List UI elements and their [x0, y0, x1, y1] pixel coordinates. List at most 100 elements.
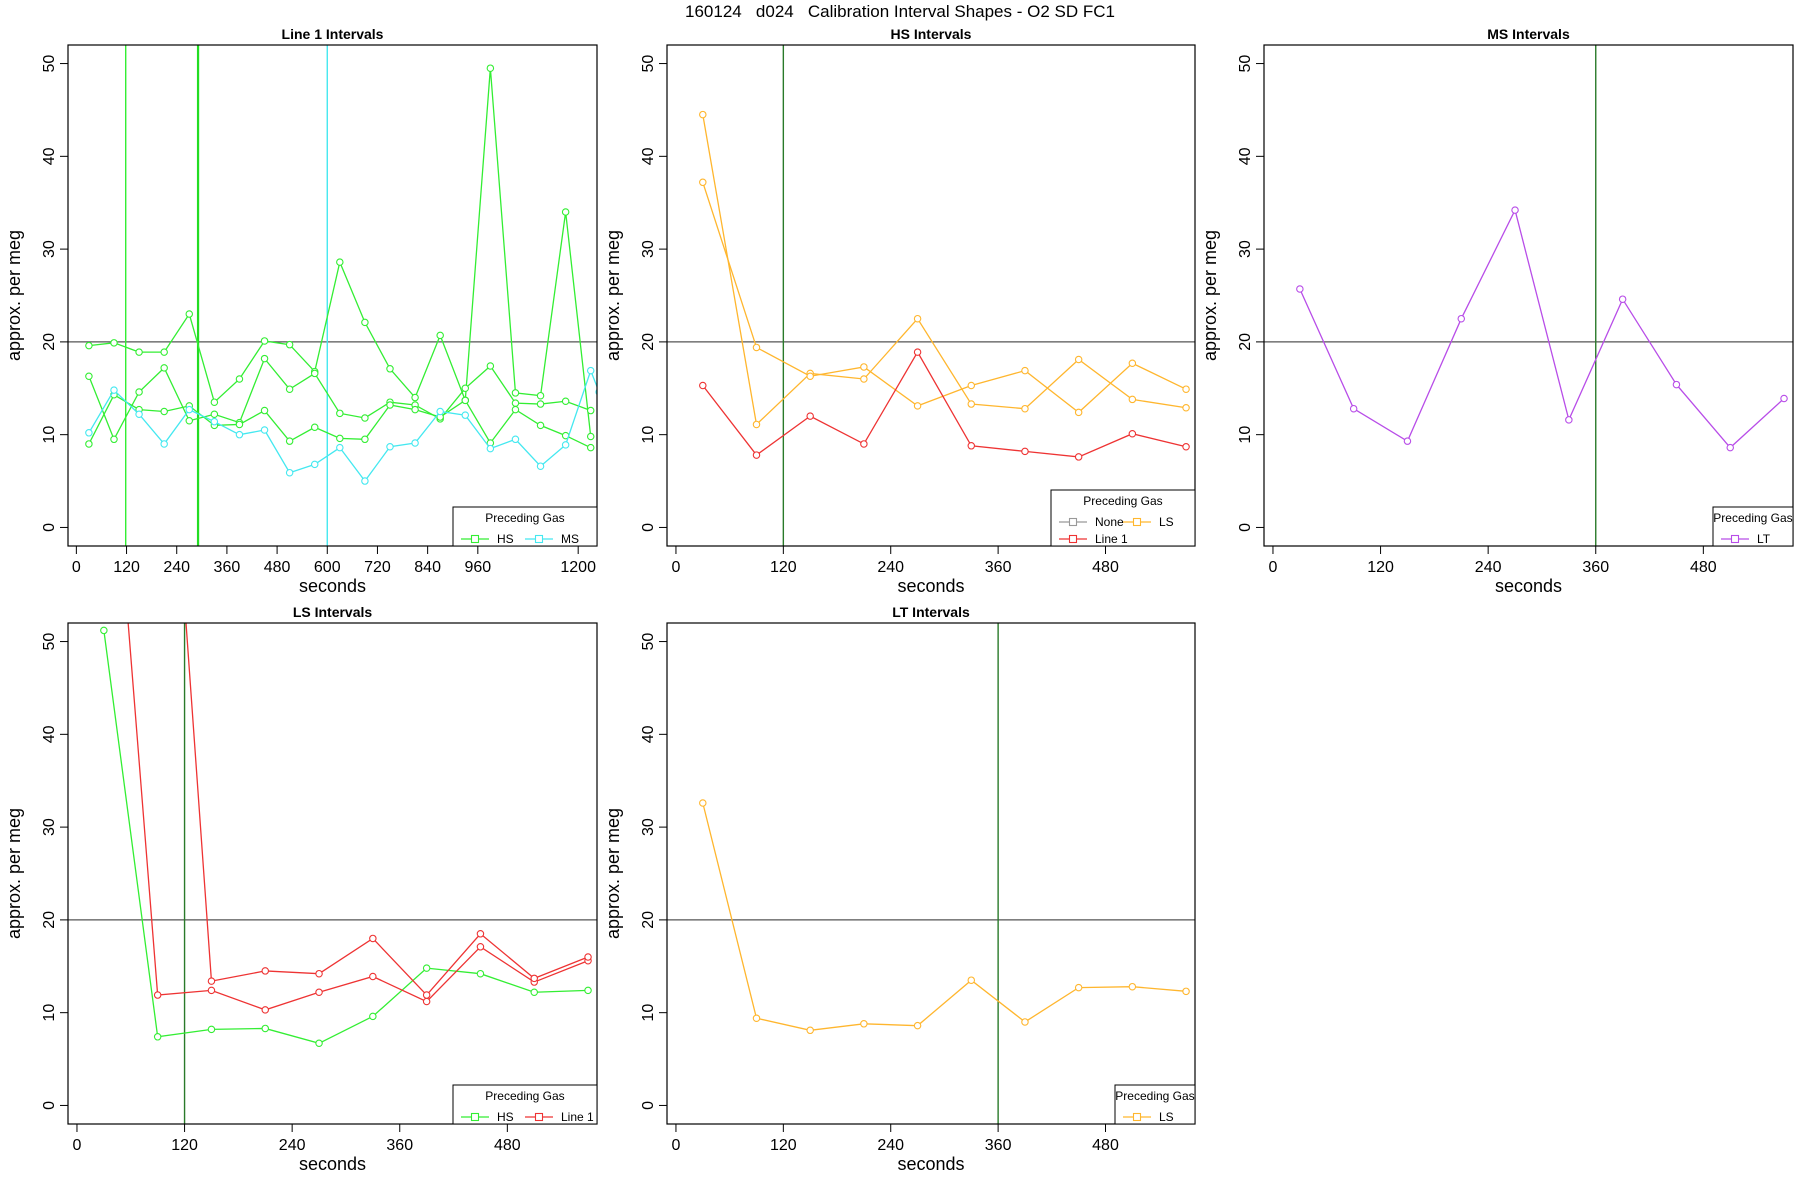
data-point: [85, 440, 93, 448]
legend-title: Preceding Gas: [485, 1089, 564, 1103]
y-tick-label: 20: [640, 911, 657, 929]
panel-4: LS Intervals 0 120 240 360 480 0 10 20 30 40 50 seco…: [4, 604, 598, 1174]
data-point: [110, 339, 118, 347]
data-point: [586, 406, 595, 415]
y-tick-label: 40: [640, 725, 657, 743]
data-point: [967, 442, 976, 450]
y-tick-label: 30: [41, 818, 58, 836]
data-point: [315, 1039, 323, 1048]
x-axis-label: seconds: [1495, 576, 1562, 596]
data-point: [561, 441, 570, 449]
data-point: [436, 331, 444, 340]
panel-title: HS Intervals: [891, 26, 972, 42]
data-point: [511, 435, 520, 444]
x-axis-label: seconds: [897, 576, 964, 596]
data-point: [310, 369, 319, 378]
data-point: [699, 178, 707, 187]
x-axis-label: seconds: [299, 576, 366, 596]
data-point: [1074, 453, 1083, 461]
data-point: [584, 953, 592, 961]
series-line-ls: [702, 802, 1187, 1031]
data-point: [100, 626, 108, 635]
data-point: [185, 310, 194, 318]
data-point: [361, 477, 369, 485]
data-point: [369, 934, 377, 943]
data-point: [436, 407, 444, 416]
data-point: [461, 396, 470, 405]
legend-label: Line 1: [1095, 532, 1128, 546]
y-tick-label: 0: [640, 1101, 657, 1110]
data-point: [207, 977, 216, 985]
y-tick-label: 10: [1237, 426, 1254, 444]
data-point: [361, 414, 369, 422]
data-point: [285, 437, 294, 445]
legend-label: MS: [561, 532, 579, 546]
y-tick-label: 10: [41, 1004, 58, 1022]
y-axis-label: approx. per meg: [4, 808, 24, 939]
data-point: [967, 976, 976, 984]
plot-frame: [666, 622, 1196, 1125]
legend-label: HS: [497, 532, 514, 546]
data-point: [913, 314, 922, 323]
data-point: [1128, 982, 1137, 991]
data-point: [584, 986, 592, 995]
series-line-ls: [702, 114, 1187, 426]
data-point: [1128, 429, 1137, 438]
data-point: [860, 1020, 868, 1028]
data-point: [207, 1025, 216, 1034]
data-point: [1074, 408, 1083, 417]
y-tick-label: 20: [41, 911, 58, 929]
data-point: [1021, 404, 1029, 413]
data-point: [511, 405, 520, 414]
x-tick-label: 1200: [560, 559, 596, 576]
series-line-ms: [88, 368, 597, 483]
data-point: [536, 391, 545, 400]
x-tick-label: 720: [364, 559, 391, 576]
data-point: [386, 401, 394, 409]
y-tick-label: 40: [640, 147, 657, 165]
data-point: [536, 462, 545, 470]
y-tick-label: 10: [640, 426, 657, 444]
y-tick-label: 40: [1237, 147, 1254, 165]
data-point: [260, 354, 269, 363]
data-point: [511, 399, 520, 407]
x-tick-label: 360: [985, 1137, 1012, 1154]
data-point: [536, 421, 545, 430]
y-tick-label: 20: [41, 333, 58, 351]
data-point: [386, 442, 394, 451]
data-point: [752, 1014, 761, 1022]
data-point: [1182, 385, 1190, 393]
data-point: [85, 372, 93, 380]
data-point: [260, 426, 269, 434]
data-point: [235, 430, 244, 439]
data-point: [135, 348, 143, 356]
data-point: [261, 1006, 270, 1014]
data-point: [1021, 447, 1029, 456]
data-point: [336, 434, 344, 443]
data-point: [210, 410, 219, 419]
legend-label: LS: [1159, 1110, 1174, 1124]
legend-label: LS: [1159, 515, 1174, 529]
data-point: [210, 417, 219, 426]
panel-2: HS Intervals 0 120 240 360 480 0 10 20 30 40 50 seco…: [603, 26, 1196, 596]
series-line-hs: [88, 68, 592, 437]
data-point: [1565, 416, 1573, 424]
panel-title: MS Intervals: [1487, 26, 1570, 42]
legend-label: None: [1095, 515, 1124, 529]
y-axis-label: approx. per meg: [603, 808, 623, 939]
data-point: [699, 381, 707, 390]
data-point: [310, 460, 319, 469]
x-tick-label: 0: [73, 1137, 82, 1154]
panel-title: LS Intervals: [293, 604, 373, 620]
series-line-hs: [103, 630, 589, 1044]
x-axis-label: seconds: [897, 1154, 964, 1174]
panel-title: Line 1 Intervals: [282, 26, 384, 42]
data-point: [967, 381, 976, 390]
y-axis-label: approx. per meg: [603, 230, 623, 361]
data-point: [110, 435, 118, 444]
y-axis-label: approx. per meg: [1200, 230, 1220, 361]
x-tick-label: 0: [671, 1137, 680, 1154]
plot-frame: [67, 622, 598, 1125]
x-tick-label: 960: [464, 559, 491, 576]
y-tick-label: 0: [41, 1101, 58, 1110]
